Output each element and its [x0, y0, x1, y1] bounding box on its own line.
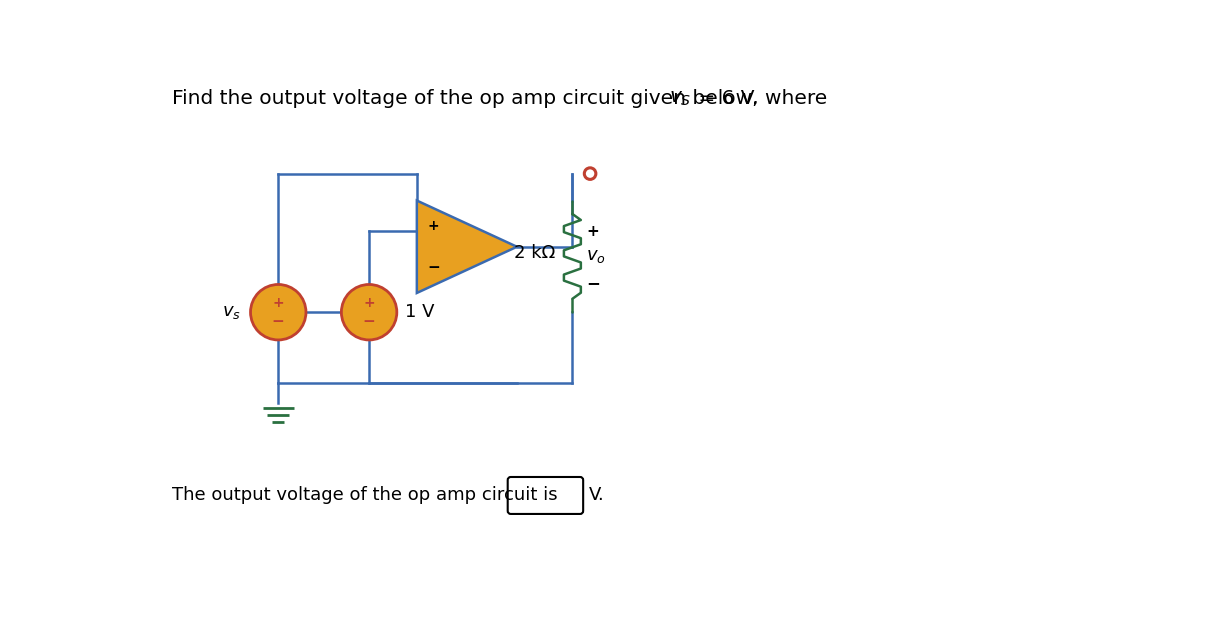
Text: +: + — [364, 296, 375, 310]
Text: The output voltage of the op amp circuit is: The output voltage of the op amp circuit… — [171, 487, 558, 504]
Text: $v_o$: $v_o$ — [586, 248, 606, 266]
Circle shape — [250, 285, 306, 340]
Text: = 6 V.: = 6 V. — [692, 89, 759, 108]
Text: V.: V. — [590, 487, 606, 504]
Text: $v_S$: $v_S$ — [669, 89, 691, 108]
Text: −: − — [427, 259, 440, 275]
Text: +: + — [428, 219, 440, 233]
Text: +: + — [586, 224, 599, 240]
Text: −: − — [362, 314, 376, 329]
Text: +: + — [272, 296, 285, 310]
Polygon shape — [417, 201, 517, 293]
Text: −: − — [272, 314, 285, 329]
Text: 1 V: 1 V — [405, 303, 434, 321]
Text: 2 kΩ: 2 kΩ — [514, 243, 556, 262]
Text: −: − — [586, 274, 601, 292]
Circle shape — [342, 285, 396, 340]
Text: $v_s$: $v_s$ — [223, 303, 241, 321]
FancyBboxPatch shape — [508, 477, 584, 514]
Text: Find the output voltage of the op amp circuit given below, where: Find the output voltage of the op amp ci… — [171, 89, 834, 108]
